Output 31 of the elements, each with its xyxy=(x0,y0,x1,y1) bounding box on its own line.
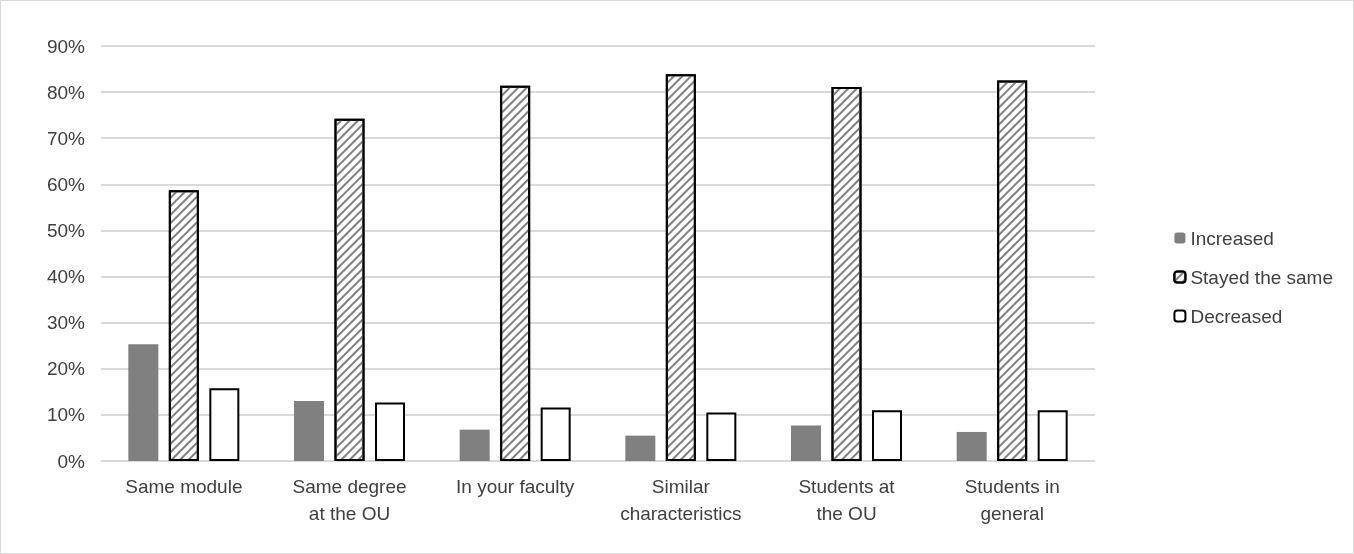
bar xyxy=(706,412,737,461)
x-tick-label: Students at the OU xyxy=(798,476,896,524)
legend-label: Stayed the same xyxy=(1190,266,1334,288)
y-tick-label: 10% xyxy=(46,404,86,426)
bar xyxy=(459,429,490,461)
bar xyxy=(209,388,240,461)
y-tick-label: 90% xyxy=(46,35,86,57)
bar xyxy=(375,402,405,461)
bar xyxy=(956,431,987,461)
bar xyxy=(128,344,159,461)
y-tick-label: 70% xyxy=(46,127,86,149)
bar xyxy=(791,425,821,461)
legend-label: Decreased xyxy=(1190,305,1283,327)
x-tick-label: Students in general xyxy=(964,476,1060,524)
bar xyxy=(872,410,902,461)
y-tick-label: 40% xyxy=(46,266,86,288)
x-tick-label: Same degree at the OU xyxy=(292,476,407,524)
y-tick-label: 80% xyxy=(46,81,86,103)
bar xyxy=(540,407,571,461)
y-tick-label: 60% xyxy=(46,173,86,195)
y-tick-label: 20% xyxy=(46,358,86,380)
y-tick-label: 50% xyxy=(46,219,86,241)
x-tick-label: Similar characteristics xyxy=(620,476,742,524)
bar xyxy=(294,401,324,461)
x-tick-label: Same module xyxy=(125,476,243,497)
bar xyxy=(625,435,656,461)
x-tick-label: In your faculty xyxy=(456,476,575,497)
legend-label: Increased xyxy=(1190,227,1274,249)
y-tick-label: 30% xyxy=(46,312,86,334)
y-tick-label: 0% xyxy=(57,450,86,472)
bar xyxy=(1037,410,1068,461)
